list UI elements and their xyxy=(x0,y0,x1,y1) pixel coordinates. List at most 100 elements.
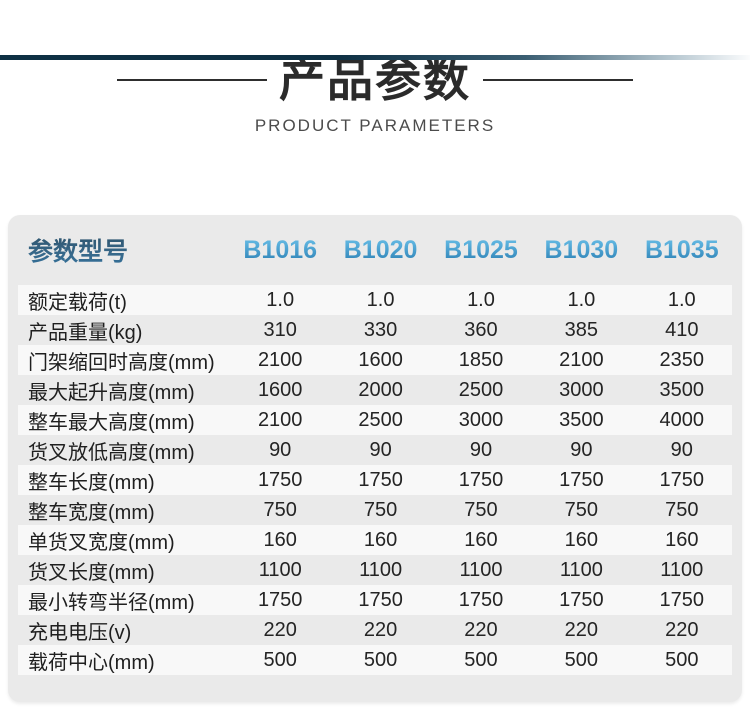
cell-value: 90 xyxy=(469,438,493,461)
cell-value: 160 xyxy=(263,528,297,551)
cell-value: 2500 xyxy=(458,378,504,401)
table-row: 货叉放低高度(mm) 90 90 90 90 90 xyxy=(18,435,732,465)
row-label: 载荷中心(mm) xyxy=(28,651,155,674)
model-header-b1030: B1030 xyxy=(531,215,631,285)
cell-value: 1750 xyxy=(458,468,504,491)
row-label: 最小转弯半径(mm) xyxy=(28,591,195,614)
cell-value: 1.0 xyxy=(266,288,295,311)
cell-value: 160 xyxy=(363,528,398,551)
parameters-card: 参数型号 B1016 B1020 B1025 B1030 B1035 额定载荷(… xyxy=(8,215,742,702)
cell-value: 1750 xyxy=(358,588,403,611)
table-row: 最大起升高度(mm) 1600 2000 2500 3000 3500 xyxy=(18,375,732,405)
cell-value: 360 xyxy=(464,318,498,341)
cell-value: 310 xyxy=(263,318,297,341)
cell-value: 1750 xyxy=(257,468,303,491)
cell-value: 1750 xyxy=(559,468,604,491)
cell-value: 385 xyxy=(564,318,599,341)
table-row: 货叉长度(mm) 1100 1100 1100 1100 1100 xyxy=(18,555,732,585)
cell-value: 3500 xyxy=(559,408,604,431)
cell-value: 1.0 xyxy=(366,288,395,311)
cell-value: 500 xyxy=(464,648,498,671)
cell-value: 1750 xyxy=(458,588,504,611)
cell-value: 2000 xyxy=(358,378,403,401)
row-label: 门架缩回时高度(mm) xyxy=(28,351,215,374)
cell-value: 90 xyxy=(670,438,693,461)
cell-value: 750 xyxy=(564,498,599,521)
model-header-b1025: B1025 xyxy=(431,215,531,285)
cell-value: 1600 xyxy=(358,348,403,371)
table-row: 整车最大高度(mm) 2100 2500 3000 3500 4000 xyxy=(18,405,732,435)
cell-value: 750 xyxy=(665,498,699,521)
row-label: 额定载荷(t) xyxy=(28,291,127,314)
cell-value: 500 xyxy=(564,648,599,671)
cell-value: 90 xyxy=(269,438,292,461)
table-row: 单货叉宽度(mm) 160 160 160 160 160 xyxy=(18,525,732,555)
cell-value: 4000 xyxy=(659,408,705,431)
cell-value: 220 xyxy=(363,618,398,641)
row-label: 产品重量(kg) xyxy=(28,321,143,344)
cell-value: 750 xyxy=(263,498,297,521)
model-header-b1016: B1016 xyxy=(230,215,330,285)
cell-value: 160 xyxy=(564,528,599,551)
cell-value: 1850 xyxy=(458,348,504,371)
table-row: 额定载荷(t) 1.0 1.0 1.0 1.0 1.0 xyxy=(18,285,732,315)
cell-value: 1100 xyxy=(459,558,503,581)
cell-value: 220 xyxy=(564,618,599,641)
cell-value: 500 xyxy=(363,648,398,671)
cell-value: 1.0 xyxy=(567,288,596,311)
cell-value: 160 xyxy=(464,528,498,551)
cell-value: 410 xyxy=(665,318,699,341)
cell-value: 1750 xyxy=(659,588,705,611)
table-row: 门架缩回时高度(mm) 2100 1600 1850 2100 2350 xyxy=(18,345,732,375)
cell-value: 2100 xyxy=(257,408,303,431)
cell-value: 1.0 xyxy=(667,288,696,311)
cell-value: 3000 xyxy=(559,378,604,401)
model-header-b1035: B1035 xyxy=(632,215,732,285)
table-row: 整车长度(mm) 1750 1750 1750 1750 1750 xyxy=(18,465,732,495)
page-title: 产品参数 xyxy=(279,54,471,106)
cell-value: 1600 xyxy=(257,378,303,401)
cell-value: 2500 xyxy=(358,408,403,431)
cell-value: 1750 xyxy=(659,468,705,491)
row-label: 单货叉宽度(mm) xyxy=(28,531,175,554)
cell-value: 3500 xyxy=(659,378,705,401)
row-label: 整车长度(mm) xyxy=(28,471,155,494)
table-row: 最小转弯半径(mm) 1750 1750 1750 1750 1750 xyxy=(18,585,732,615)
cell-value: 2350 xyxy=(659,348,705,371)
row-label: 最大起升高度(mm) xyxy=(28,381,195,404)
cell-value: 90 xyxy=(570,438,593,461)
row-label: 货叉放低高度(mm) xyxy=(28,441,195,464)
cell-value: 90 xyxy=(369,438,392,461)
params-tbody: 额定载荷(t) 1.0 1.0 1.0 1.0 1.0 产品重量(kg) 310 330 360 3… xyxy=(18,285,732,675)
cell-value: 3000 xyxy=(458,408,504,431)
row-label: 充电电压(v) xyxy=(28,621,132,644)
cell-value: 1750 xyxy=(257,588,303,611)
table-header: 参数型号 B1016 B1020 B1025 B1030 B1035 xyxy=(18,215,732,285)
title-divider-right xyxy=(483,79,633,81)
cell-value: 1100 xyxy=(559,558,603,581)
cell-value: 330 xyxy=(363,318,398,341)
corner-header-label: 参数型号 xyxy=(18,215,230,285)
cell-value: 1100 xyxy=(258,558,302,581)
table-header-row: 参数型号 B1016 B1020 B1025 B1030 B1035 xyxy=(18,215,732,285)
cell-value: 220 xyxy=(665,618,699,641)
table-row: 载荷中心(mm) 500 500 500 500 500 xyxy=(18,645,732,675)
table-row: 充电电压(v) 220 220 220 220 220 xyxy=(18,615,732,645)
title-section: 产品参数 xyxy=(0,55,750,105)
cell-value: 750 xyxy=(464,498,498,521)
row-label: 货叉长度(mm) xyxy=(28,561,155,584)
top-gradient-bar xyxy=(0,55,750,60)
table-row: 产品重量(kg) 310 330 360 385 410 xyxy=(18,315,732,345)
table-row: 整车宽度(mm) 750 750 750 750 750 xyxy=(18,495,732,525)
cell-value: 220 xyxy=(263,618,297,641)
model-header-b1020: B1020 xyxy=(330,215,430,285)
row-label: 整车最大高度(mm) xyxy=(28,411,195,434)
cell-value: 1.0 xyxy=(467,288,495,311)
cell-value: 500 xyxy=(263,648,297,671)
cell-value: 500 xyxy=(665,648,699,671)
cell-value: 750 xyxy=(363,498,398,521)
cell-value: 2100 xyxy=(257,348,303,371)
page-subtitle: PRODUCT PARAMETERS xyxy=(254,116,496,135)
cell-value: 1100 xyxy=(359,558,403,581)
cell-value: 1100 xyxy=(660,558,704,581)
